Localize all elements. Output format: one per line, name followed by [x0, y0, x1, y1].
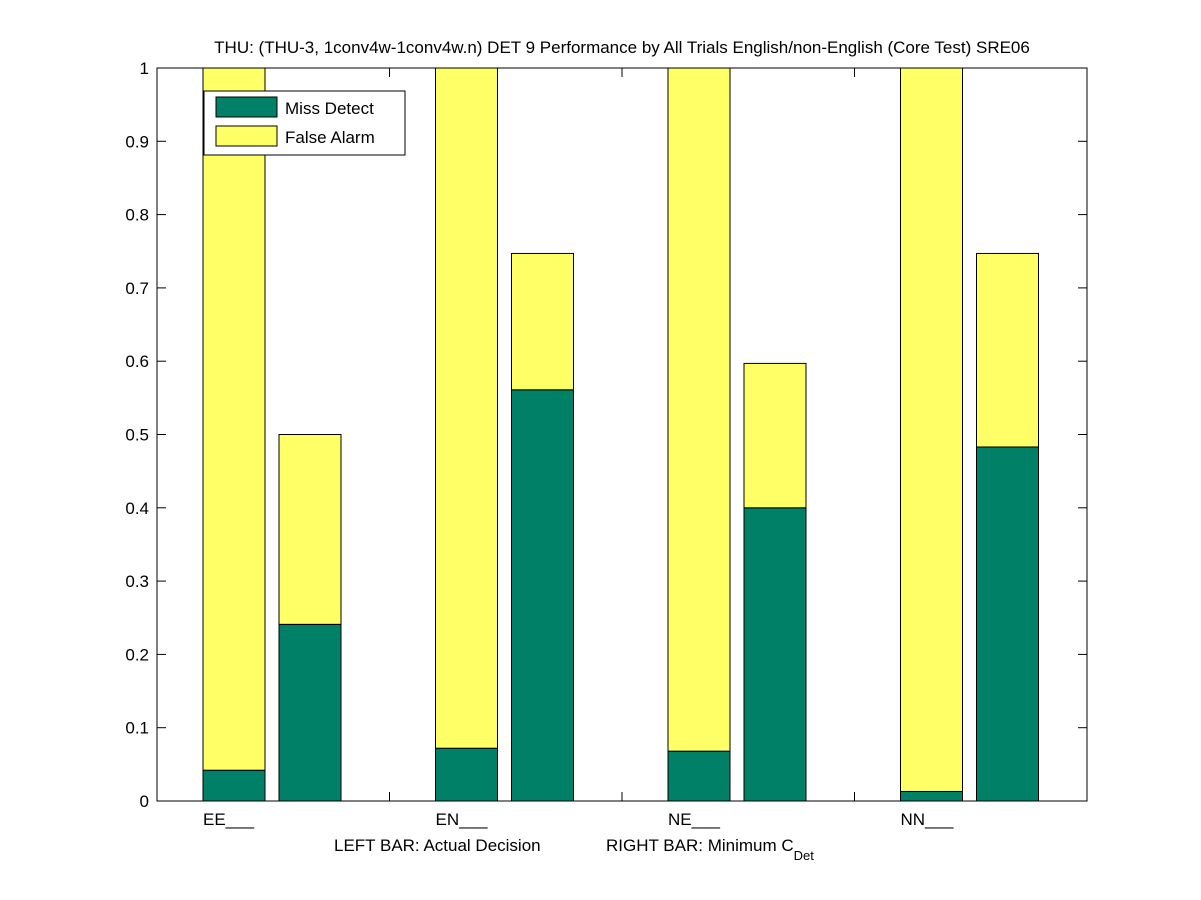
x-tick-label: EN___: [436, 810, 489, 829]
bar-actual-ne-false-alarm: [667, 67, 731, 752]
bars-layer: [202, 67, 1039, 802]
y-tick-label: 0.6: [125, 352, 149, 371]
x-tick-labels: EE___ EN___ NE___ NN___: [203, 810, 954, 829]
x-tick-label: EE___: [203, 810, 255, 829]
y-tick-label: 0.5: [125, 426, 149, 445]
bar-actual-nn-false-alarm: [900, 67, 963, 792]
bar-actual-ne-miss-detect: [667, 750, 731, 802]
bar-actual-en-miss-detect: [435, 747, 498, 802]
legend: Miss Detect False Alarm: [203, 90, 406, 156]
y-tick-label: 1: [140, 59, 149, 78]
y-tick-label: 0.2: [125, 645, 149, 664]
bar-mincdet-nn-miss-detect: [976, 446, 1039, 802]
y-tick-label: 0.9: [125, 132, 149, 151]
y-tick-labels: 0 0.1 0.2 0.3 0.4 0.5 0.6 0.7 0.8 0.9 1: [125, 59, 149, 811]
bar-actual-en-false-alarm: [435, 67, 498, 749]
bar-mincdet-en-miss-detect: [511, 389, 574, 802]
axes-box: [156, 67, 1088, 802]
x-tick-label: NN___: [901, 810, 954, 829]
y-tick-label: 0.1: [125, 719, 149, 738]
bar-actual-ee-false-alarm: [202, 67, 266, 771]
bar-actual-nn-miss-detect: [900, 790, 963, 802]
x-label-left: LEFT BAR: Actual Decision: [334, 836, 541, 855]
bar-mincdet-en-false-alarm: [511, 252, 574, 391]
x-tick-label: NE___: [668, 810, 721, 829]
legend-swatch-miss-detect: [215, 96, 278, 118]
y-tick-label: 0.8: [125, 206, 149, 225]
bar-mincdet-ee-false-alarm: [278, 434, 342, 625]
bar-mincdet-nn-false-alarm: [976, 252, 1039, 448]
bar-mincdet-ee-miss-detect: [278, 623, 342, 802]
legend-swatch-false-alarm: [215, 125, 278, 147]
legend-label-miss-detect: Miss Detect: [285, 99, 374, 118]
legend-label-false-alarm: False Alarm: [285, 128, 375, 147]
x-label-right: RIGHT BAR: Minimum CDet: [606, 836, 814, 863]
bar-mincdet-ne-miss-detect: [743, 507, 807, 802]
y-tick-label: 0.3: [125, 572, 149, 591]
y-tick-label: 0.7: [125, 279, 149, 298]
x-label-right-subscript: Det: [794, 848, 815, 863]
bar-actual-ee-miss-detect: [202, 769, 266, 802]
chart-title: THU: (THU-3, 1conv4w-1conv4w.n) DET 9 Pe…: [214, 38, 1030, 57]
bar-mincdet-ne-false-alarm: [743, 362, 807, 509]
x-label-right-main: RIGHT BAR: Minimum C: [606, 836, 794, 855]
y-tick-label: 0: [140, 792, 149, 811]
y-tick-label: 0.4: [125, 499, 149, 518]
